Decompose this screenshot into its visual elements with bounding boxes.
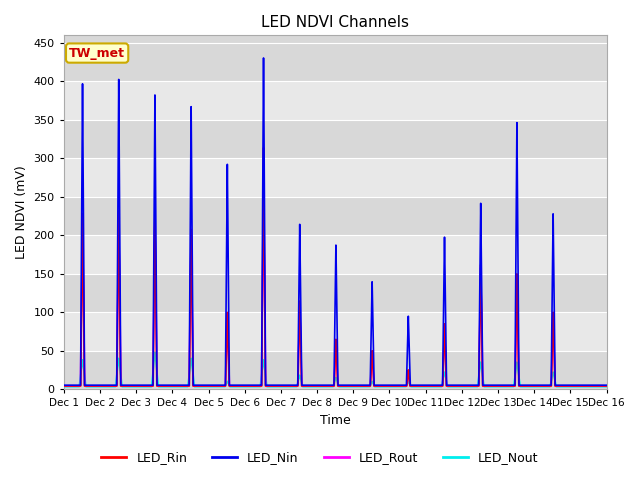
Bar [64,82,607,120]
Legend: LED_Rin, LED_Nin, LED_Rout, LED_Nout: LED_Rin, LED_Nin, LED_Rout, LED_Nout [97,446,543,469]
Text: TW_met: TW_met [69,47,125,60]
Title: LED NDVI Channels: LED NDVI Channels [261,15,409,30]
Bar [64,120,607,158]
Bar [64,350,607,389]
Bar [64,312,607,350]
Bar [64,235,607,274]
Bar [64,36,607,82]
Bar [64,274,607,312]
Y-axis label: LED NDVI (mV): LED NDVI (mV) [15,165,28,259]
X-axis label: Time: Time [320,414,351,427]
Bar [64,197,607,235]
Bar [64,158,607,197]
